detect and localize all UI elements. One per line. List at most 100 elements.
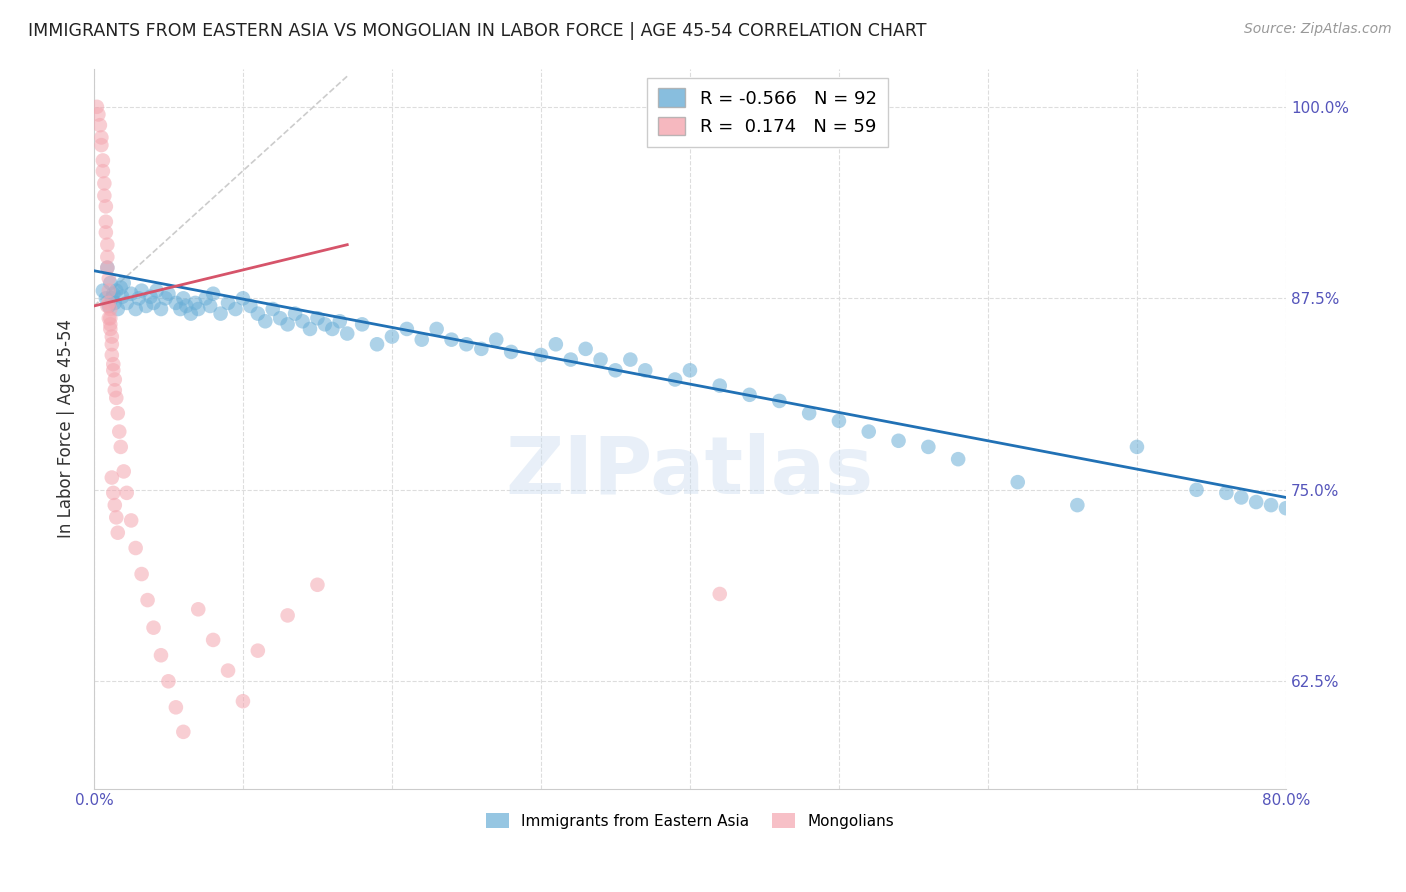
Point: [797, 406, 820, 420]
Point: [917, 440, 939, 454]
Point: [560, 352, 582, 367]
Point: [97, 284, 120, 298]
Point: [110, 440, 132, 454]
Point: [605, 363, 627, 377]
Point: [93, 177, 115, 191]
Point: [131, 567, 153, 582]
Point: [128, 291, 150, 305]
Point: [112, 276, 135, 290]
Point: [217, 664, 239, 678]
Point: [165, 700, 187, 714]
Point: [93, 188, 115, 202]
Point: [284, 307, 307, 321]
Point: [135, 299, 157, 313]
Point: [501, 345, 523, 359]
Point: [105, 284, 128, 298]
Point: [456, 337, 478, 351]
Point: [198, 299, 221, 313]
Point: [98, 311, 121, 326]
Point: [91, 284, 114, 298]
Point: [1007, 475, 1029, 490]
Point: [97, 271, 120, 285]
Point: [103, 286, 125, 301]
Point: [94, 226, 117, 240]
Point: [98, 318, 121, 332]
Point: [157, 674, 180, 689]
Point: [202, 286, 225, 301]
Point: [329, 314, 352, 328]
Point: [94, 199, 117, 213]
Point: [142, 296, 165, 310]
Point: [155, 291, 177, 305]
Point: [96, 260, 118, 275]
Point: [165, 296, 187, 310]
Point: [176, 299, 198, 313]
Point: [887, 434, 910, 448]
Text: ZIPatlas: ZIPatlas: [506, 433, 875, 511]
Point: [619, 352, 641, 367]
Point: [90, 130, 112, 145]
Point: [149, 301, 172, 316]
Point: [395, 322, 418, 336]
Point: [89, 118, 111, 132]
Point: [352, 318, 374, 332]
Point: [105, 510, 128, 524]
Point: [1215, 486, 1237, 500]
Point: [1275, 501, 1298, 516]
Point: [112, 464, 135, 478]
Point: [97, 311, 120, 326]
Point: [246, 643, 269, 657]
Point: [738, 388, 761, 402]
Point: [589, 352, 612, 367]
Point: [1185, 483, 1208, 497]
Point: [103, 357, 125, 371]
Point: [314, 318, 336, 332]
Point: [120, 286, 142, 301]
Text: Source: ZipAtlas.com: Source: ZipAtlas.com: [1244, 22, 1392, 37]
Point: [136, 593, 159, 607]
Point: [291, 314, 314, 328]
Point: [321, 322, 343, 336]
Point: [104, 383, 127, 397]
Point: [124, 541, 146, 555]
Point: [105, 391, 128, 405]
Point: [254, 314, 277, 328]
Point: [187, 602, 209, 616]
Text: IMMIGRANTS FROM EASTERN ASIA VS MONGOLIAN IN LABOR FORCE | AGE 45-54 CORRELATION: IMMIGRANTS FROM EASTERN ASIA VS MONGOLIA…: [28, 22, 927, 40]
Y-axis label: In Labor Force | Age 45-54: In Labor Force | Age 45-54: [58, 319, 75, 538]
Point: [217, 296, 239, 310]
Point: [120, 513, 142, 527]
Point: [149, 648, 172, 663]
Point: [440, 333, 463, 347]
Point: [104, 372, 127, 386]
Point: [307, 311, 329, 326]
Point: [946, 452, 969, 467]
Point: [111, 290, 134, 304]
Point: [858, 425, 880, 439]
Point: [96, 250, 118, 264]
Point: [298, 322, 321, 336]
Point: [307, 578, 329, 592]
Point: [96, 299, 118, 313]
Point: [94, 291, 117, 305]
Point: [262, 301, 284, 316]
Point: [101, 348, 124, 362]
Point: [277, 318, 299, 332]
Point: [381, 329, 404, 343]
Point: [709, 378, 731, 392]
Point: [104, 296, 127, 310]
Point: [172, 724, 194, 739]
Point: [202, 632, 225, 647]
Point: [131, 284, 153, 298]
Point: [157, 286, 180, 301]
Point: [679, 363, 702, 377]
Point: [169, 301, 191, 316]
Point: [336, 326, 359, 341]
Point: [96, 260, 118, 275]
Point: [575, 342, 598, 356]
Point: [98, 276, 121, 290]
Point: [98, 301, 121, 316]
Point: [96, 237, 118, 252]
Point: [209, 307, 232, 321]
Point: [115, 296, 138, 310]
